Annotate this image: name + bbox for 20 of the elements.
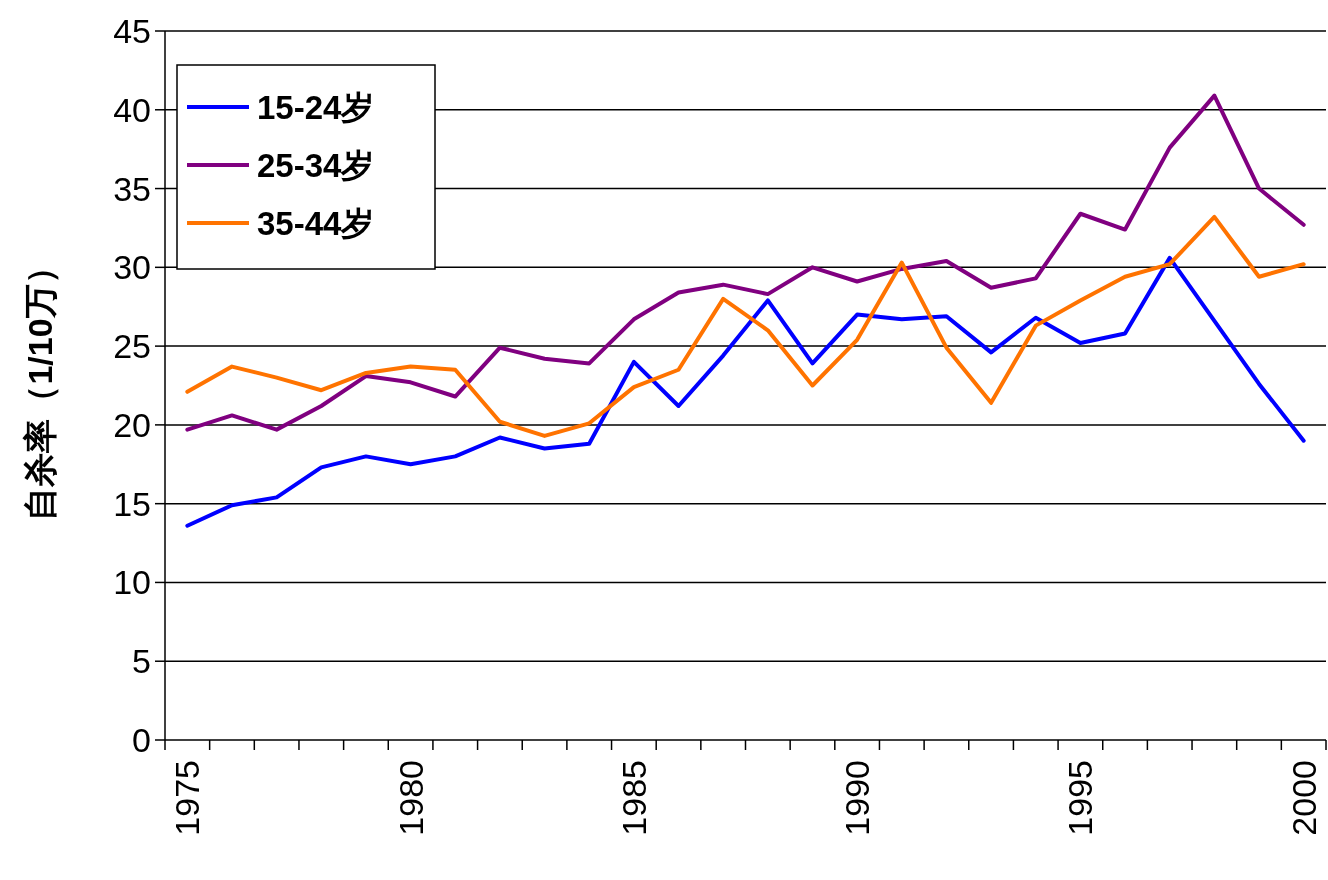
x-tick-label: 1975 (168, 760, 207, 836)
y-tick-label: 40 (113, 90, 151, 129)
legend-label: 15-24岁 (257, 89, 375, 126)
y-tick-label: 0 (132, 721, 151, 759)
x-tick-label: 1990 (838, 760, 877, 836)
y-tick-label: 25 (113, 327, 151, 366)
y-tick-label: 30 (113, 248, 151, 287)
x-tick-label: 1980 (391, 760, 430, 836)
y-tick-label: 5 (132, 642, 151, 681)
y-tick-label: 45 (113, 12, 151, 50)
x-tick-label: 1995 (1061, 760, 1100, 836)
y-tick-label: 20 (113, 405, 151, 444)
y-tick-label: 35 (113, 169, 151, 208)
legend-label: 35-44岁 (257, 205, 375, 242)
y-tick-label: 10 (113, 563, 151, 602)
x-tick-label: 1985 (614, 760, 653, 836)
x-tick-label: 2000 (1284, 760, 1323, 836)
legend-label: 25-34岁 (257, 147, 375, 184)
y-axis-title: 自杀率（1/10万） (21, 250, 59, 521)
y-tick-label: 15 (113, 484, 151, 523)
